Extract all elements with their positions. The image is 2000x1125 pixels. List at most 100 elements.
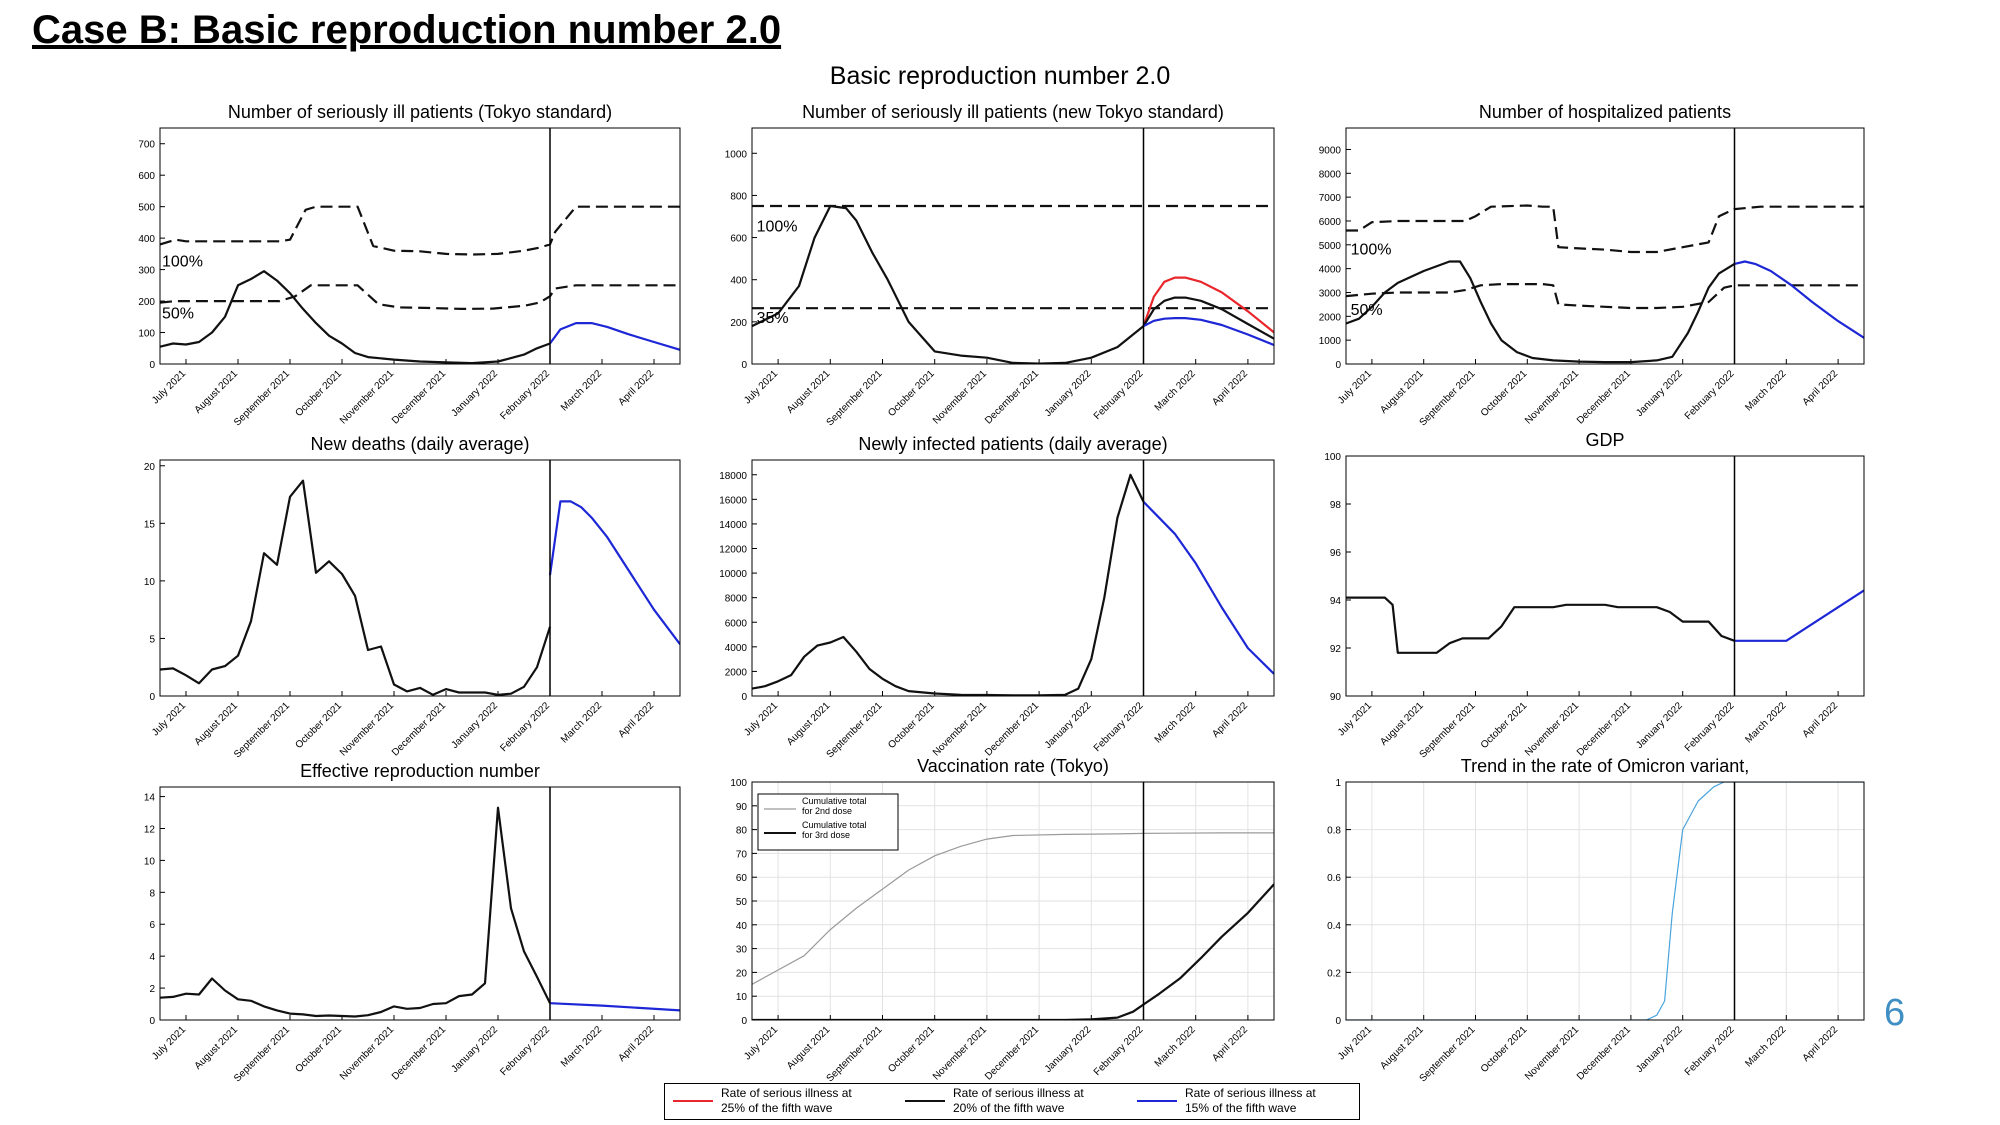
chart-title: Number of seriously ill patients (Tokyo … (228, 102, 612, 122)
chart-title: GDP (1585, 430, 1624, 450)
y-tick-label: 700 (138, 140, 155, 151)
x-tick-label: October 2021 (886, 1024, 937, 1075)
x-tick-label: February 2022 (498, 368, 552, 422)
x-tick-label: February 2022 (498, 1024, 552, 1078)
x-tick-label: October 2021 (886, 700, 937, 751)
x-tick-label: August 2021 (193, 368, 241, 416)
threshold-line (1346, 204, 1864, 254)
series-group (1346, 589, 1864, 654)
threshold-label: 50% (1351, 302, 1383, 319)
y-tick-label: 40 (736, 921, 748, 932)
x-tick-label: November 2021 (1523, 1024, 1581, 1082)
x-tick-label: October 2021 (1479, 368, 1530, 419)
legend-swatch-red (673, 1100, 713, 1102)
x-tick-label: September 2021 (232, 368, 292, 428)
series-line (752, 473, 1145, 696)
series-group (160, 806, 680, 1018)
y-tick-label: 10 (144, 856, 156, 867)
x-tick-label: August 2021 (1378, 368, 1426, 416)
y-tick-label: 2000 (725, 667, 748, 678)
inner-legend-label: Cumulative total (802, 820, 867, 830)
y-tick-label: 0 (741, 692, 747, 703)
y-tick-label: 15 (144, 519, 156, 530)
y-tick-label: 14 (144, 793, 156, 804)
y-tick-label: 100 (1324, 452, 1341, 463)
series-group (160, 479, 680, 696)
y-tick-label: 600 (138, 171, 155, 182)
y-tick-label: 9000 (1319, 145, 1342, 156)
y-tick-label: 2000 (1319, 312, 1342, 323)
x-tick-label: December 2021 (983, 368, 1041, 426)
legend-item-25-percent: Rate of serious illness at 25% of the fi… (665, 1084, 895, 1119)
x-tick-label: April 2022 (1210, 368, 1250, 408)
series-line (549, 322, 680, 351)
x-tick-label: July 2021 (150, 368, 188, 406)
y-tick-label: 8000 (725, 594, 748, 605)
series-group (1346, 204, 1864, 364)
x-tick-label: August 2021 (785, 368, 833, 416)
page-number: 6 (1884, 992, 1906, 1034)
x-tick-label: April 2022 (617, 368, 657, 408)
x-tick-label: April 2022 (617, 700, 657, 740)
x-tick-label: January 2022 (449, 1024, 500, 1075)
plot-frame (1345, 455, 1865, 697)
chart-panel: Trend in the rate of Omicron variant, 0 0.… (1327, 756, 1865, 1084)
y-tick-label: 98 (1330, 500, 1342, 511)
x-tick-label: February 2022 (1683, 368, 1737, 422)
chart-title: Newly infected patients (daily average) (858, 434, 1167, 454)
threshold-label: 100% (757, 218, 798, 235)
x-tick-label: April 2022 (1801, 368, 1841, 408)
y-tick-label: 30 (736, 945, 748, 956)
y-tick-label: 96 (1330, 548, 1342, 559)
plot-frame (751, 127, 1275, 365)
series-group (1346, 782, 1864, 1020)
series-line (1734, 260, 1864, 339)
y-tick-label: 20 (736, 968, 748, 979)
y-tick-label: 4 (149, 952, 155, 963)
x-tick-label: January 2022 (1634, 368, 1685, 419)
x-tick-label: August 2021 (785, 700, 833, 748)
legend-swatch-black (905, 1100, 945, 1102)
y-tick-label: 0.4 (1327, 921, 1341, 932)
series-line (752, 204, 1145, 364)
y-tick-label: 16000 (719, 495, 747, 506)
y-tick-label: 0 (741, 1016, 747, 1027)
x-tick-label: January 2022 (1043, 368, 1094, 419)
y-tick-label: 0 (1335, 360, 1341, 371)
series-line (1142, 276, 1274, 334)
inner-legend-label: for 2nd dose (802, 806, 852, 816)
y-tick-label: 6000 (1319, 217, 1342, 228)
y-tick-label: 12000 (719, 545, 747, 556)
legend-label: Rate of serious illness at 20% of the fi… (953, 1086, 1084, 1115)
series-line (548, 500, 680, 645)
y-tick-label: 200 (730, 318, 747, 329)
x-tick-label: January 2022 (449, 368, 500, 419)
chart-panel: GDP 90 92 94 96 98 100 July 2021 August 2021Sept… (1324, 430, 1865, 760)
x-tick-label: December 2021 (1575, 700, 1633, 758)
x-tick-label: October 2021 (1479, 700, 1530, 751)
chart-panel: Vaccination rate (Tokyo) 0 10 20 30 40 50 60 70 8… (730, 756, 1275, 1084)
inner-legend-label: for 3rd dose (802, 830, 850, 840)
plot-frame (1345, 781, 1865, 1021)
y-tick-label: 0 (149, 692, 155, 703)
x-tick-label: July 2021 (1336, 1024, 1374, 1062)
series-line (160, 270, 551, 364)
x-tick-label: August 2021 (1378, 1024, 1426, 1072)
x-tick-label: February 2022 (1092, 700, 1146, 754)
chart-title: New deaths (daily average) (310, 434, 529, 454)
series-line (1346, 596, 1735, 654)
series-line (1346, 782, 1864, 1020)
x-tick-label: January 2022 (1043, 700, 1094, 751)
y-tick-label: 0.8 (1327, 826, 1341, 837)
x-tick-label: September 2021 (1418, 1024, 1478, 1084)
y-tick-label: 0 (149, 360, 155, 371)
y-tick-label: 600 (730, 234, 747, 245)
x-tick-label: November 2021 (931, 1024, 989, 1082)
y-tick-label: 6000 (725, 618, 748, 629)
chart-title: Number of hospitalized patients (1479, 102, 1731, 122)
plot-frame (1345, 127, 1865, 365)
y-tick-label: 300 (138, 266, 155, 277)
y-tick-label: 14000 (719, 520, 747, 531)
y-tick-label: 5 (149, 634, 155, 645)
x-tick-label: April 2022 (1210, 700, 1250, 740)
